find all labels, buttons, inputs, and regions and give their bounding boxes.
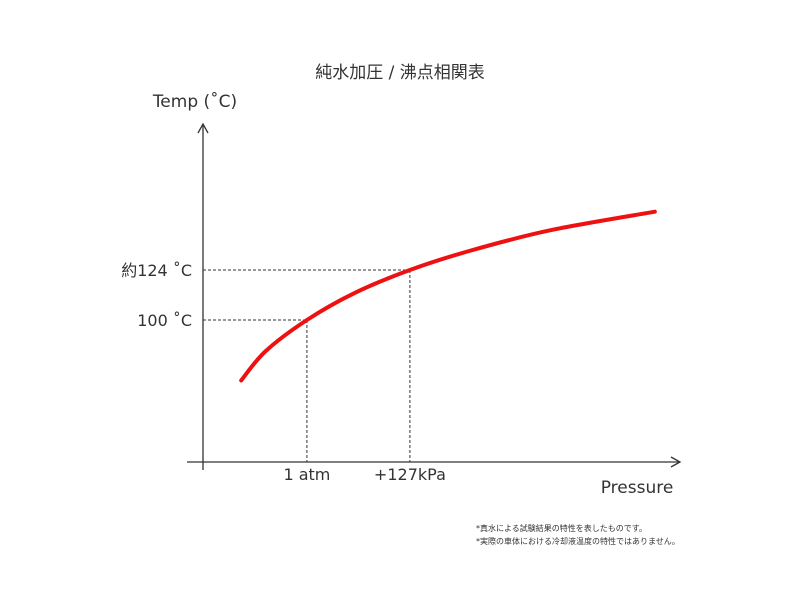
y-tick-label: 約124 ˚C [121, 261, 192, 280]
x-tick-label: +127kPa [374, 465, 446, 484]
x-tick-label: 1 atm [283, 465, 330, 484]
x-axis-arrow-icon [670, 456, 682, 468]
footnote-2: *実際の車体における冷却液温度の特性ではありません。 [476, 537, 680, 546]
y-tick-label: 100 ˚C [137, 311, 192, 330]
y-axis-label: Temp (˚C) [152, 91, 237, 112]
footnote-1: *真水による試験結果の特性を表したものです。 [476, 524, 647, 533]
series-line-boiling-point [239, 209, 657, 383]
y-axis-arrow-icon [197, 122, 209, 134]
chart-title: 純水加圧 / 沸点相関表 [315, 63, 485, 83]
x-axis-label: Pressure [601, 478, 674, 498]
